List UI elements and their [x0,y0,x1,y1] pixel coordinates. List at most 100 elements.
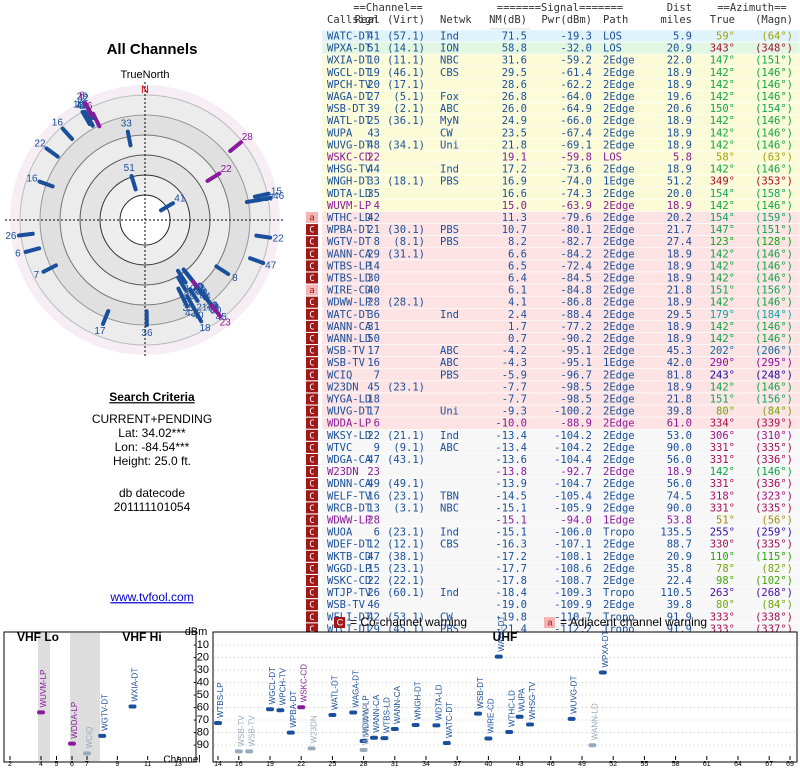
table-cell: WDEF-DT [327,539,372,551]
table-cell: 2Edge [603,381,635,393]
table-cell: 1Edge [603,357,635,369]
table-cell: (335°) [755,502,793,514]
table-cell: WTBS-LP [327,260,371,272]
signal-bar [98,734,106,738]
polar-station [19,234,33,236]
y-tick-label: -70 [193,714,209,726]
x-tick-label: 19 [266,761,274,768]
table-cell: 10.7 [502,224,527,236]
y-tick-label: -20 [193,651,209,663]
station-label: WSB-DT [476,677,485,709]
table-cell: (2.1) [393,103,425,115]
flag: C [309,468,314,478]
station-label: WIRE-CD [487,698,496,733]
table-cell: 22 [367,575,380,587]
x-tick-label: 52 [609,761,617,768]
table-cell: (268°) [755,587,793,599]
table-cell: 2Edge [603,103,635,115]
y-tick-label: -10 [193,639,209,651]
station-label: WATL-DT [331,675,340,710]
x-tick-label: 6 [70,761,74,768]
table-cell: 255° [710,527,735,539]
table-cell: WGGD-LP [327,563,371,575]
x-tick-label: 69 [786,761,794,768]
y-tick-label: -80 [193,726,209,738]
table-cell: 26 [367,587,380,599]
table-cell: 21.8 [667,285,692,297]
table-cell: -105.9 [554,502,592,514]
table-cell: (21.1) [387,430,425,442]
table-cell: 330° [710,539,735,551]
table-cell: 8 [374,236,380,248]
table-cell: (22.1) [387,575,425,587]
table-cell: Ind [440,31,459,43]
table-cell: 29.5 [502,67,527,79]
signal-bar [370,736,378,740]
datecode-label: db datecode [119,486,185,500]
table-cell: (115°) [755,551,793,563]
table-cell: 142° [710,139,735,151]
table-cell: TBN [440,490,459,502]
table-cell: 61.0 [667,418,692,430]
table-cell: 26.0 [502,103,527,115]
table-cell: WGTV-DT [327,236,372,248]
table-cell: (248°) [755,369,793,381]
x-tick-label: 16 [235,761,243,768]
table-cell: 19.1 [502,152,527,164]
table-cell: (18.1) [387,176,425,188]
table-cell: 142° [710,466,735,478]
table-cell: 42 [367,212,380,224]
table-cell: (11.1) [387,55,425,67]
table-cell: 2Edge [603,418,635,430]
table-cell: -61.4 [560,67,592,79]
table-cell: 179° [710,309,735,321]
table-cell: 48 [367,139,380,151]
table-cell: -15.1 [495,502,527,514]
table-cell: 42.0 [667,357,692,369]
table-cell: 81.8 [667,369,692,381]
table-cell: 30 [367,273,380,285]
polar-station [257,198,271,200]
table-cell: 17.2 [502,164,527,176]
table-cell: W23DN [327,466,359,478]
table-cell: WSB-DT [327,103,366,115]
table-cell: 78° [716,563,735,575]
table-cell: (102°) [755,575,793,587]
table-cell: WPCH-TV [327,79,372,91]
table-cell: 202° [710,345,735,357]
table-cell: (17.1) [387,79,425,91]
table-cell: -90.2 [560,333,592,345]
table-cell: WATC-DT [327,309,372,321]
table-cell: -80.1 [560,224,592,236]
table-cell: (146°) [755,200,793,212]
x-tick-label: 25 [329,761,337,768]
table-cell: 142° [710,381,735,393]
header-group: ==Azimuth== [717,2,787,14]
table-cell: (335°) [755,539,793,551]
polar-station [256,236,270,238]
flag: C [309,456,314,466]
table-cell: -72.4 [560,260,592,272]
table-cell: 71.5 [502,31,527,43]
table-cell: 33 [367,176,380,188]
table-cell: 51.2 [667,176,692,188]
table-cell: WCIQ [327,369,352,381]
header-cell: miles [660,14,692,26]
table-cell: -79.6 [560,212,592,224]
table-cell: (146°) [755,273,793,285]
table-cell: 1.7 [508,321,527,333]
flag: C [309,540,314,550]
table-cell: (46.1) [387,67,425,79]
table-cell: 18.9 [667,67,692,79]
table-cell: 18.9 [667,273,692,285]
table-cell: -77.2 [560,321,592,333]
table-cell: WSKC-CD [327,575,371,587]
table-cell: WSB-TV [327,599,366,611]
table-cell: (63°) [761,152,793,164]
table-cell: 2Edge [603,599,635,611]
site-link[interactable]: www.tvfool.com [109,590,193,604]
x-axis-label: Channel [163,755,200,766]
table-cell: -9.3 [502,406,527,418]
table-cell: 142° [710,115,735,127]
table-cell: 18.9 [667,297,692,309]
